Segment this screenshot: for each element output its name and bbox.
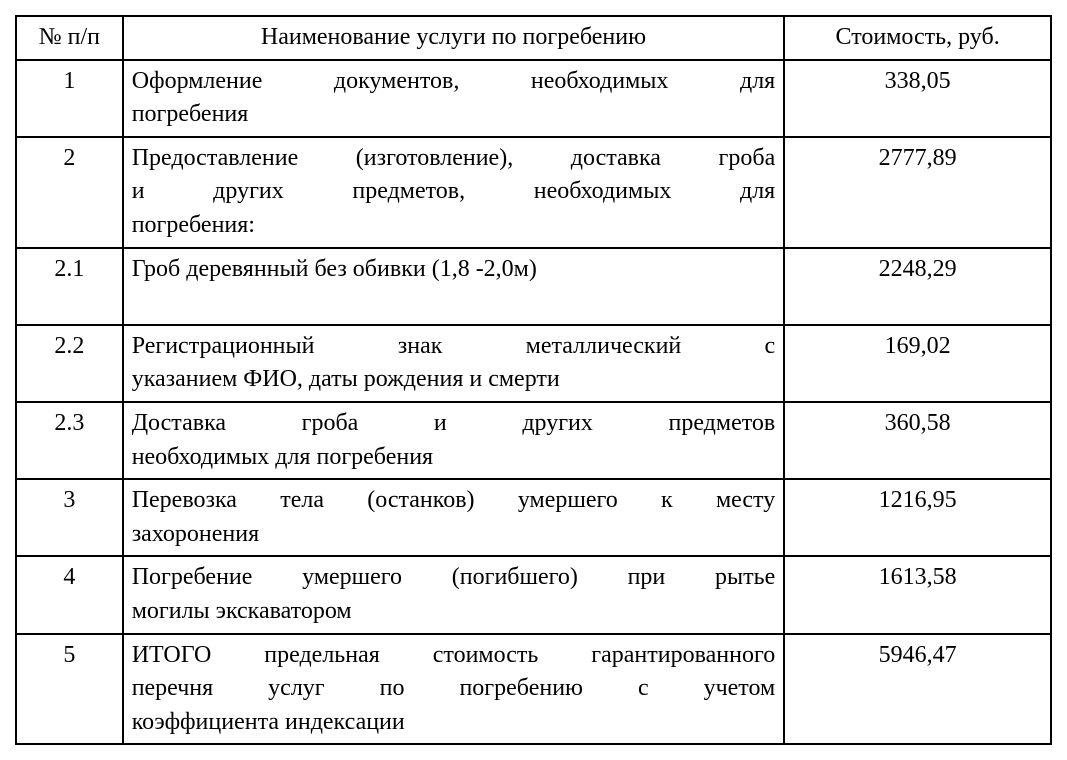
row-number: 2.3 [16,402,123,479]
row-cost: 169,02 [784,325,1051,402]
row-service-name: Оформление документов, необходимых дляпо… [123,60,785,137]
row-number: 2 [16,137,123,248]
table-row: 2Предоставление (изготовление), доставка… [16,137,1051,248]
row-service-name: Регистрационный знак металлический суказ… [123,325,785,402]
row-cost: 338,05 [784,60,1051,137]
table-row: 2.3Доставка гроба и других предметовнеоб… [16,402,1051,479]
row-cost: 2248,29 [784,248,1051,325]
header-name: Наименование услуги по погребению [123,16,785,60]
row-number: 1 [16,60,123,137]
row-cost: 360,58 [784,402,1051,479]
row-service-name: Доставка гроба и других предметовнеобход… [123,402,785,479]
table-row: 3Перевозка тела (останков) умершего к ме… [16,479,1051,556]
row-number: 4 [16,556,123,633]
row-cost: 1216,95 [784,479,1051,556]
row-number: 2.1 [16,248,123,325]
row-number: 5 [16,634,123,745]
table-row: 5ИТОГО предельная стоимость гарантирован… [16,634,1051,745]
row-service-name: ИТОГО предельная стоимость гарантированн… [123,634,785,745]
header-number: № п/п [16,16,123,60]
row-service-name: Погребение умершего (погибшего) при рыть… [123,556,785,633]
row-number: 2.2 [16,325,123,402]
table-row: 2.2Регистрационный знак металлический су… [16,325,1051,402]
row-cost: 5946,47 [784,634,1051,745]
row-service-name: Предоставление (изготовление), доставка … [123,137,785,248]
row-cost: 2777,89 [784,137,1051,248]
header-cost: Стоимость, руб. [784,16,1051,60]
row-number: 3 [16,479,123,556]
row-service-name: Гроб деревянный без обивки (1,8 -2,0м) [123,248,785,325]
table-row: 4Погребение умершего (погибшего) при рыт… [16,556,1051,633]
row-service-name: Перевозка тела (останков) умершего к мес… [123,479,785,556]
table-row: 2.1Гроб деревянный без обивки (1,8 -2,0м… [16,248,1051,325]
table-row: 1Оформление документов, необходимых дляп… [16,60,1051,137]
table-header-row: № п/п Наименование услуги по погребению … [16,16,1051,60]
row-cost: 1613,58 [784,556,1051,633]
services-cost-table: № п/п Наименование услуги по погребению … [15,15,1052,745]
